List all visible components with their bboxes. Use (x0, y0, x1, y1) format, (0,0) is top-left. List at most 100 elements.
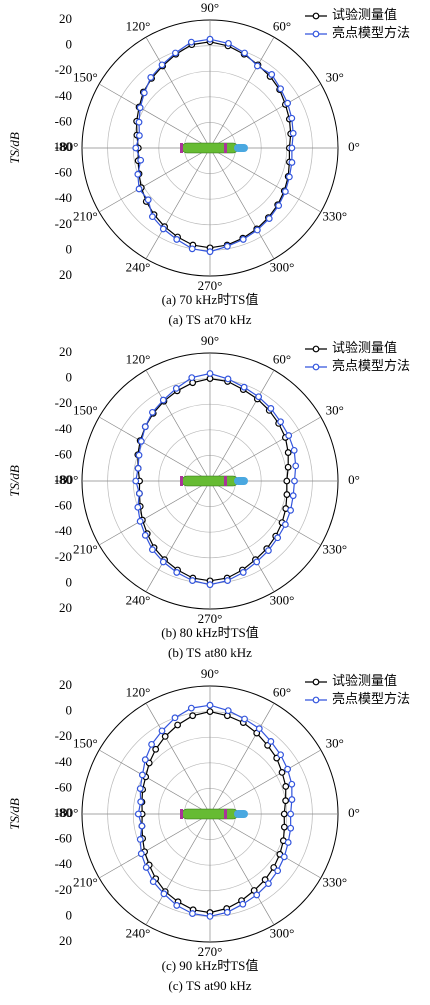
data-point (141, 423, 149, 431)
grid-spoke (145, 813, 211, 926)
r-tick-label: -80 (55, 805, 72, 820)
data-point (136, 785, 144, 793)
vessel-body (181, 475, 239, 487)
data-point (138, 822, 146, 830)
legend-marker (312, 696, 320, 704)
r-tick-label: -80 (55, 139, 72, 154)
data-point (284, 765, 291, 773)
data-point (280, 823, 288, 831)
data-point (223, 242, 231, 250)
data-point (134, 170, 142, 178)
data-point (149, 878, 157, 886)
angle-label: 60° (273, 352, 291, 367)
legend-marker (312, 12, 320, 20)
grid-spoke (98, 147, 211, 213)
data-point (285, 432, 293, 439)
data-point (206, 701, 214, 709)
legend-marker (312, 678, 320, 686)
vessel-tail (180, 476, 183, 486)
data-point (291, 477, 298, 485)
vessel-band (224, 476, 227, 486)
r-tick-label: 0 (66, 907, 73, 922)
angle-label: 330° (322, 541, 347, 556)
grid-spoke (209, 416, 322, 482)
data-point (253, 62, 261, 70)
data-point (141, 756, 149, 764)
r-tick-label: 20 (59, 344, 72, 359)
legend-label: 试验测量值 (332, 340, 397, 355)
data-point (277, 85, 284, 93)
caption-en: (c) TS at90 kHz (168, 978, 251, 993)
vessel-body (181, 808, 239, 820)
data-point (152, 745, 160, 753)
data-point (144, 196, 152, 204)
data-point (267, 738, 275, 745)
angle-label: 90° (201, 0, 219, 15)
angle-label: 60° (273, 685, 291, 700)
data-point (274, 534, 282, 542)
angle-label: 120° (126, 685, 151, 700)
angle-label: 300° (270, 592, 295, 607)
data-point (287, 810, 295, 818)
data-point (187, 38, 195, 46)
grid-spoke (209, 749, 322, 815)
r-tick-label: -40 (55, 421, 72, 436)
data-point (288, 159, 296, 166)
r-tick-label: 0 (66, 574, 73, 589)
grid-spoke (209, 147, 275, 260)
r-tick-label: -60 (55, 113, 72, 128)
data-point (224, 707, 232, 715)
r-tick-label: -20 (55, 882, 72, 897)
data-point (172, 49, 179, 57)
grid-spoke (209, 813, 275, 926)
r-tick-label: -40 (55, 88, 72, 103)
data-point (277, 418, 284, 426)
data-point (277, 751, 284, 759)
data-point (224, 375, 232, 383)
angle-label: 330° (322, 874, 347, 889)
angle-label: 30° (326, 735, 344, 750)
data-point (280, 853, 288, 861)
vessel-nose (234, 810, 248, 818)
grid-spoke (98, 749, 211, 815)
grid-spoke (209, 702, 275, 815)
r-tick-label: -60 (55, 831, 72, 846)
grid-spoke (209, 147, 322, 213)
data-point (240, 383, 248, 391)
data-point (172, 384, 180, 392)
data-point (134, 503, 142, 511)
grid-spoke (209, 813, 322, 879)
data-point (161, 733, 169, 740)
data-point (132, 144, 140, 152)
data-point (206, 913, 214, 920)
data-point (284, 839, 292, 846)
data-point (137, 798, 145, 806)
data-point (188, 374, 196, 382)
data-point (135, 451, 143, 459)
angle-label: 90° (201, 666, 219, 681)
data-point (255, 393, 263, 401)
r-tick-label: 20 (59, 11, 72, 26)
grid-spoke (98, 480, 211, 546)
grid-spoke (145, 702, 211, 815)
data-point (159, 225, 167, 233)
angle-label: 270° (198, 278, 223, 293)
data-point (189, 910, 196, 917)
data-point (278, 769, 286, 776)
r-tick-label: 0 (66, 37, 73, 52)
data-point (284, 449, 292, 456)
angle-label: 30° (326, 69, 344, 84)
angle-label: 240° (126, 925, 151, 940)
data-point (189, 577, 196, 584)
data-point (173, 569, 181, 576)
angle-label: 120° (126, 19, 151, 34)
grid-spoke (145, 36, 211, 149)
r-tick-label: 20 (59, 933, 72, 948)
data-point (137, 850, 145, 858)
caption: (b) 80 kHz时TS值 (161, 625, 259, 640)
data-point (265, 880, 272, 888)
grid-spoke (145, 369, 211, 482)
data-point (268, 71, 276, 78)
